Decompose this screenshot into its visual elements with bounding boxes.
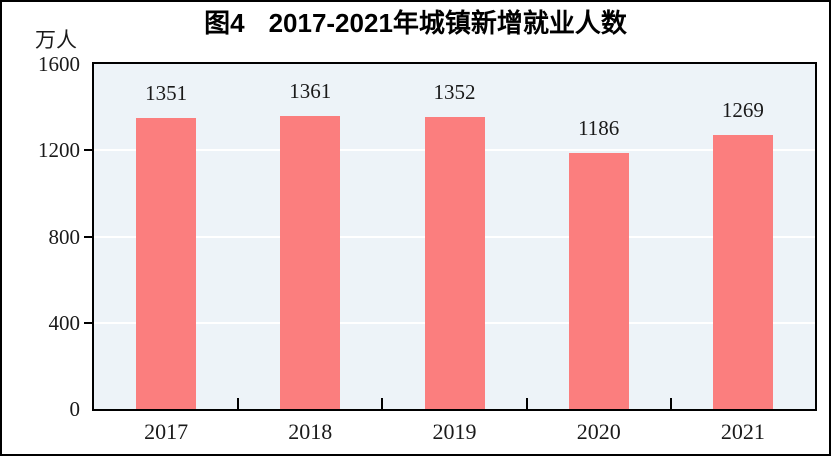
y-axis-unit-label: 万人 — [35, 28, 77, 52]
value-label-2019: 1352 — [433, 80, 476, 105]
x-axis-tick — [525, 398, 528, 409]
y-tick-label-1200: 1200 — [38, 138, 80, 163]
chart-title: 图4 2017-2021年城镇新增就业人数 — [2, 8, 829, 38]
y-axis-tick — [84, 149, 93, 152]
x-category-label-2018: 2018 — [288, 419, 333, 444]
bar-2017 — [136, 117, 197, 409]
x-axis-tick — [669, 398, 672, 409]
x-category-label-2020: 2020 — [576, 419, 621, 444]
value-label-2020: 1186 — [578, 116, 620, 141]
y-tick-label-400: 400 — [48, 310, 81, 335]
figure-label: 图4 — [204, 8, 245, 38]
y-axis-tick — [84, 321, 93, 324]
y-axis-tick — [84, 235, 93, 238]
y-tick-label-0: 0 — [69, 397, 81, 421]
chart-title-text: 2017-2021年城镇新增就业人数 — [268, 8, 627, 38]
value-label-2017: 1351 — [145, 80, 188, 105]
value-label-2018: 1361 — [289, 78, 332, 103]
y-tick-label-800: 800 — [48, 224, 81, 249]
value-label-2021: 1269 — [721, 98, 764, 123]
plot-area: 1351 1361 1352 1186 1269 — [92, 62, 817, 411]
bar-2018 — [280, 115, 341, 409]
bar-2020 — [568, 153, 629, 409]
bar-2021 — [712, 135, 773, 409]
x-category-label-2021: 2021 — [720, 419, 765, 444]
bar-2019 — [424, 117, 485, 409]
x-axis-tick — [237, 398, 240, 409]
y-tick-label-1600: 1600 — [38, 52, 80, 76]
x-category-label-2017: 2017 — [144, 419, 189, 444]
x-category-label-2019: 2019 — [432, 419, 477, 444]
x-axis-tick — [381, 398, 384, 409]
